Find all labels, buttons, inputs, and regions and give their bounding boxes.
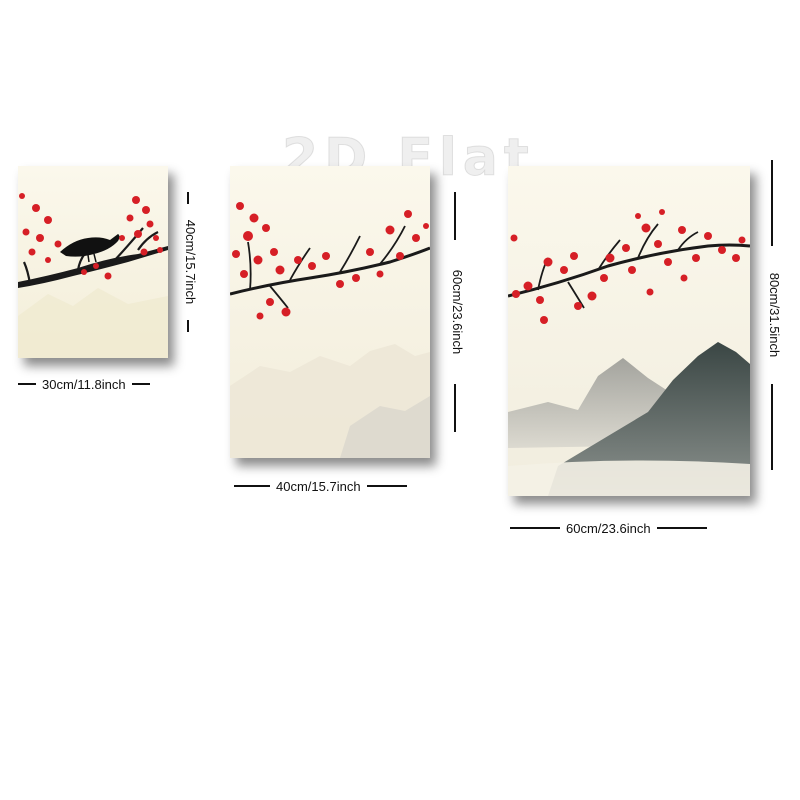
height-label-large: 80cm/31.5inch bbox=[767, 272, 783, 358]
branch bbox=[18, 246, 168, 288]
height-label-small: 40cm/15.7inch bbox=[183, 219, 199, 305]
blossoms bbox=[232, 202, 429, 320]
height-dimension-small: 40cm/15.7inch bbox=[178, 192, 198, 332]
blossoms bbox=[19, 193, 163, 280]
width-dimension-medium: 40cm/15.7inch bbox=[234, 478, 407, 494]
height-dimension-medium: 60cm/23.6inch bbox=[445, 192, 465, 432]
small-panel-artwork bbox=[18, 166, 168, 358]
width-label-medium: 40cm/15.7inch bbox=[276, 478, 361, 494]
bird-silhouette bbox=[60, 234, 120, 263]
canvas-panel-small bbox=[18, 166, 168, 358]
height-label-medium: 60cm/23.6inch bbox=[450, 269, 466, 355]
width-label-small: 30cm/11.8inch bbox=[42, 376, 126, 392]
medium-panel-artwork bbox=[230, 166, 430, 458]
mountain-dark bbox=[548, 342, 750, 496]
large-panel-artwork bbox=[508, 166, 750, 496]
canvas-panel-medium bbox=[230, 166, 430, 458]
canvas-panel-large bbox=[508, 166, 750, 496]
mist-hills bbox=[18, 288, 168, 358]
width-dimension-large: 60cm/23.6inch bbox=[510, 520, 707, 536]
width-label-large: 60cm/23.6inch bbox=[566, 520, 651, 536]
branch bbox=[508, 243, 750, 298]
branch bbox=[230, 246, 430, 296]
height-dimension-large: 80cm/31.5inch bbox=[762, 160, 782, 470]
width-dimension-small: 30cm/11.8inch bbox=[18, 376, 150, 392]
blossoms bbox=[510, 209, 746, 324]
